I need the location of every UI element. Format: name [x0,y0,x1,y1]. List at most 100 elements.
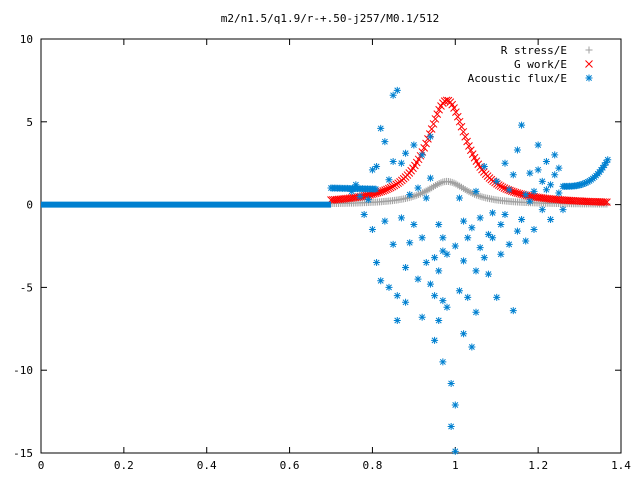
y-tick-label: -5 [20,281,33,294]
x-tick-label: 0.4 [197,459,217,472]
data-point [402,298,410,306]
data-point [602,159,610,167]
data-point [555,189,563,197]
data-point [427,125,436,133]
data-point [476,244,484,252]
y-tick-label: 0 [26,199,33,212]
data-point [435,317,443,325]
data-point [377,124,385,132]
data-point [453,112,462,121]
data-point [388,182,397,191]
data-point [373,163,381,171]
data-point [498,183,507,192]
data-point [431,115,440,123]
data-point [484,270,492,278]
data-point [422,194,430,202]
data-point [402,264,410,272]
data-point [406,191,414,199]
data-point [386,183,395,192]
data-point [530,187,538,195]
data-point [439,247,447,255]
data-point [489,209,497,217]
data-point [547,216,555,224]
data-point [551,171,559,179]
data-point [463,137,471,146]
data-point [526,169,534,177]
data-point [593,197,602,206]
data-point [402,149,410,157]
data-point [493,293,501,301]
data-point [373,259,381,267]
data-point [439,297,447,305]
data-point [377,277,385,285]
x-tick-label: 0.2 [114,459,134,472]
data-point [426,174,434,182]
data-point [522,191,530,199]
data-point [472,187,480,195]
data-point [447,379,455,387]
data-point [451,447,459,455]
x-tick-label: 0 [38,459,45,472]
data-point [497,220,505,228]
data-point [538,177,546,185]
data-point [500,184,509,192]
data-point [414,275,422,283]
axis-ticks: 0 0.2 0.4 0.6 0.8 1 1.2 1.4 10 5 0 -5 -10 -15 [13,33,631,472]
data-point [597,198,606,206]
data-point [460,217,468,225]
data-point [538,206,546,214]
series-acoustic-flux-e [41,86,612,455]
data-point [418,313,426,321]
x-tick-label: 1.2 [528,459,548,472]
data-point [501,211,509,219]
data-point [442,96,451,105]
data-point [439,234,447,242]
data-point [450,104,458,112]
data-point [480,163,488,171]
x-tick-label: 0.8 [362,459,382,472]
x-tick-label: 1.4 [611,459,631,472]
data-point [601,198,609,206]
data-point [384,184,393,193]
data-point [460,330,468,338]
data-point [414,155,423,164]
y-tick-label: -10 [13,364,33,377]
data-point [352,181,360,189]
data-point [464,234,472,242]
data-point [431,254,439,262]
data-point [447,423,455,431]
data-point [410,220,418,228]
data-point [364,196,372,204]
data-point [501,159,509,167]
data-point [505,186,513,194]
data-point [433,110,442,119]
data-point [555,164,563,172]
data-point [422,259,430,267]
data-point [452,108,460,116]
data-point [518,216,526,224]
data-point [418,151,426,159]
data-point [385,283,393,291]
x-tick-label: 0.6 [280,459,300,472]
data-point [493,177,501,185]
y-tick-label: 10 [20,33,33,46]
data-point [509,171,517,179]
data-point [389,91,397,99]
data-point [509,307,517,315]
data-point [439,358,447,366]
data-point [604,156,612,164]
data-point [455,194,463,202]
data-point [588,197,596,206]
plot-frame [40,38,622,454]
data-point [579,180,587,188]
data-point [585,74,593,82]
data-point [530,225,538,233]
data-point [590,197,598,206]
data-point [542,158,550,166]
data-point [534,166,542,174]
data-point [472,308,480,316]
data-point [431,336,439,344]
data-point [383,185,391,194]
